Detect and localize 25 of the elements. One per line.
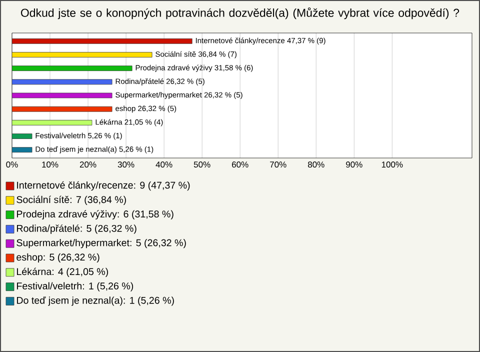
bar <box>12 120 92 126</box>
x-tick-label: 50% <box>194 162 210 168</box>
x-tick-label: 70% <box>270 162 286 168</box>
chart-title: Odkud jste se o konopných potravinách dozvěděl(a) (Můžete vybrat více odpovědí) ? <box>20 8 460 20</box>
text: Prodejna zdravé výživy: 6 (31,58 %) <box>17 210 174 220</box>
text: eshop: 5 (26,32 %) <box>16 253 100 263</box>
bar <box>12 38 192 44</box>
text: Lékárna: 4 (21,05 %) <box>17 268 108 277</box>
x-tick-label: 100% <box>382 162 403 168</box>
text: Supermarket/hypermarket: 5 (26,32 %) <box>16 239 186 248</box>
x-tick-label: 60% <box>232 162 248 168</box>
x-tick-label: 80% <box>308 162 324 168</box>
text: Do teď jsem je neznal(a): 1 (5,26 %) <box>17 296 174 306</box>
bar <box>12 92 112 98</box>
x-tick-label: 90% <box>346 162 362 168</box>
bar <box>12 66 132 72</box>
text: Sociální sítě: 7 (36,84 %) <box>16 196 126 206</box>
text: Internetové články/recenze: 9 (47,37 %) <box>17 181 190 191</box>
x-tick-label: 40% <box>156 162 172 168</box>
x-tick-label: 10% <box>42 162 58 168</box>
text: Festival/veletrh: 1 (5,26 %) <box>17 282 134 292</box>
x-tick-label: 0% <box>6 162 18 168</box>
x-tick-label: 30% <box>118 162 134 168</box>
x-tick-label: 20% <box>80 162 96 168</box>
text: Rodina/přátelé: 5 (26,32 %) <box>17 224 136 234</box>
